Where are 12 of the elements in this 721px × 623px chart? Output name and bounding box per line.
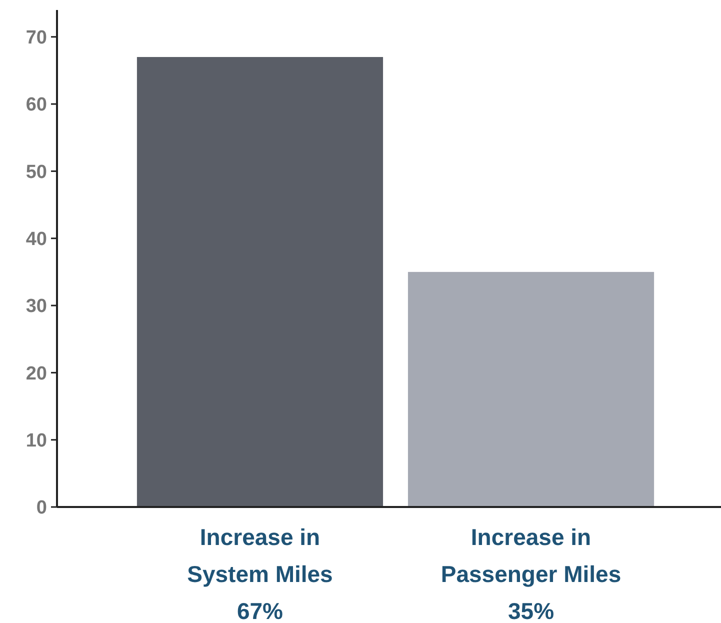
data-label: 35% <box>508 598 554 623</box>
x-tick-label: Increase in System Miles <box>187 524 333 587</box>
y-tick-label: 0 <box>36 498 47 519</box>
x-tick-label: Increase in Passenger Miles <box>440 524 622 587</box>
y-tick-label: 20 <box>26 363 47 384</box>
y-tick-label: 50 <box>26 162 47 183</box>
y-tick-label: 60 <box>26 94 47 116</box>
y-tick-label: 40 <box>26 229 47 250</box>
data-label: 67% <box>236 598 284 623</box>
y-tick-label: 10 <box>26 430 47 452</box>
y-tick-label: 70 <box>26 28 47 49</box>
y-tick-label: 30 <box>26 296 47 318</box>
